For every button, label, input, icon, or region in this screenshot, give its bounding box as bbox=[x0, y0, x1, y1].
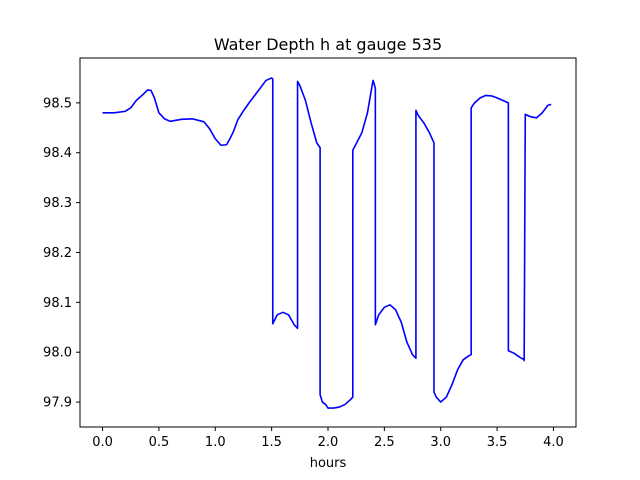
x-tick-label: 1.5 bbox=[261, 435, 282, 450]
series-line-0 bbox=[102, 77, 552, 409]
y-tick-label: 98.1 bbox=[43, 296, 72, 311]
x-tick-label: 3.5 bbox=[487, 435, 508, 450]
x-tick-label: 2.0 bbox=[318, 435, 339, 450]
x-tick-label: 0.5 bbox=[149, 435, 170, 450]
y-tick-label: 98.4 bbox=[43, 146, 72, 161]
x-tick-label: 4.0 bbox=[543, 435, 564, 450]
x-tick-label: 1.0 bbox=[205, 435, 226, 450]
y-tick-label: 98.2 bbox=[43, 246, 72, 261]
x-tick-label: 0.0 bbox=[92, 435, 113, 450]
y-tick-label: 98.5 bbox=[43, 96, 72, 111]
y-axis: 97.9 98.0 98.1 98.2 98.3 98.4 98.5 bbox=[43, 96, 80, 411]
y-tick-label: 98.0 bbox=[43, 346, 72, 361]
x-tick-label: 2.5 bbox=[374, 435, 395, 450]
y-tick-label: 98.3 bbox=[43, 196, 72, 211]
y-tick-label: 97.9 bbox=[43, 396, 72, 411]
x-axis-label: hours bbox=[310, 456, 347, 471]
x-axis: 0.0 0.5 1.0 1.5 2.0 2.5 3.0 3.5 4.0 bbox=[92, 427, 564, 450]
x-tick-label: 3.0 bbox=[430, 435, 451, 450]
chart-title: Water Depth h at gauge 535 bbox=[214, 35, 442, 54]
